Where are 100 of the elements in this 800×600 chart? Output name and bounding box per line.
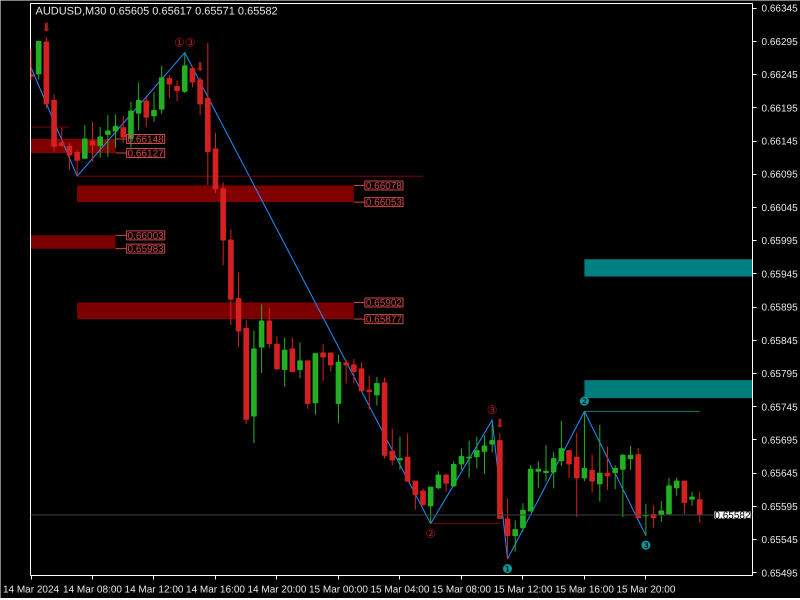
candlestick [166,74,172,98]
candlestick [320,344,326,382]
annotation: ⬇ [41,20,52,34]
candlestick [328,352,334,372]
annotation: ③ [486,403,498,418]
y-tick-label: 0.66345 [762,4,798,15]
candlestick [689,491,695,506]
candlestick [428,486,434,524]
candlestick [536,460,542,488]
candlestick [90,121,96,162]
x-tick-label: 15 Mar 12:00 [493,584,553,596]
candlestick [66,142,72,170]
annotation: 0.65983 [128,244,164,256]
annotation: ⬇ [494,416,505,430]
candlestick [290,337,296,373]
annotation: ❶ [502,562,513,576]
candlestick [612,464,618,490]
candlestick [443,473,449,492]
candlestick [397,436,403,470]
candlestick [404,432,410,482]
y-tick-label: 0.65595 [762,502,798,513]
annotation: ①③ [174,36,196,50]
candlestick [58,127,65,147]
candlestick [628,445,634,470]
x-tick-label: 14 Mar 12:00 [124,584,184,596]
candlestick [482,434,488,474]
candlestick [458,448,464,470]
x-tick-label: 15 Mar 08:00 [432,584,492,596]
annotation: 0.65877 [366,314,402,326]
y-tick-label: 0.66295 [762,36,798,48]
candlestick [297,342,303,379]
chart-title: AUDUSD,M30 0.65605 0.65617 0.65571 0.65582 [36,6,278,18]
candlestick [197,76,203,116]
ref-line-label: 0.65582 [714,510,751,522]
candlestick [589,454,595,493]
candlestick [358,362,364,392]
candlestick [151,92,157,122]
annotation: ❸ [640,538,652,553]
annotation: 0.66053 [366,198,402,209]
candlestick [512,520,518,552]
x-tick-label: 14 Mar 16:00 [186,584,246,596]
candlestick [74,149,80,177]
annotation: ❷ [579,394,590,408]
x-tick-label: 15 Mar 20:00 [616,584,676,596]
y-tick-label: 0.65945 [762,269,798,280]
candlestick [351,358,357,384]
y-tick-label: 0.65545 [762,535,798,546]
annotation: ⬇ [195,60,206,74]
y-tick-label: 0.65995 [762,236,798,248]
candlestick [389,428,396,466]
y-tick-label: 0.65695 [762,435,798,446]
candlestick [520,502,526,532]
candlestick [450,460,457,487]
y-tick-label: 0.66045 [762,202,798,214]
candlestick [420,488,426,507]
candlestick [136,82,142,131]
y-tick-label: 0.65645 [762,468,798,480]
candlestick [582,410,588,482]
candlestick [120,115,126,144]
y-tick-label: 0.65845 [762,336,798,347]
candlestick [558,420,564,466]
y-tick-label: 0.66145 [762,136,798,148]
candlestick [266,307,272,349]
annotation: 0.66127 [128,148,164,160]
candlestick [412,480,418,510]
candlestick [174,80,180,102]
candlestick [190,65,196,88]
candlestick [82,124,88,160]
candlestick [436,470,442,490]
candlestick [596,424,603,502]
x-tick-label: 14 Mar 20:00 [248,584,307,596]
candlestick [474,436,480,470]
annotation: 0.65902 [366,298,402,309]
x-tick-label: 14 Mar 08:00 [63,584,122,596]
candlestick [112,114,118,148]
candlestick [696,491,703,523]
candlestick [674,477,680,496]
y-tick-label: 0.65495 [762,568,798,580]
y-tick-label: 0.65795 [762,369,798,380]
candlestick [550,451,556,489]
annotation: 0.66078 [366,181,402,192]
candlestick [374,376,380,406]
candlestick [343,359,349,384]
candlestick [543,444,549,482]
annotation: ② [425,526,436,541]
candlestick [604,446,610,490]
candlestick [620,453,626,518]
candlestick [466,440,472,478]
candlestick [282,337,288,388]
candlestick [366,375,372,410]
y-tick-label: 0.66195 [762,103,798,114]
candlestick [105,114,111,158]
x-tick-label: 15 Mar 04:00 [370,584,430,596]
candlestick [97,126,103,158]
y-tick-label: 0.66245 [762,70,798,82]
annotation: 0.66003 [128,230,164,242]
y-tick-label: 0.65745 [762,402,798,414]
x-tick-label: 14 Mar 2024 [2,584,60,596]
candlestick [574,432,580,518]
candlestick [504,498,510,560]
